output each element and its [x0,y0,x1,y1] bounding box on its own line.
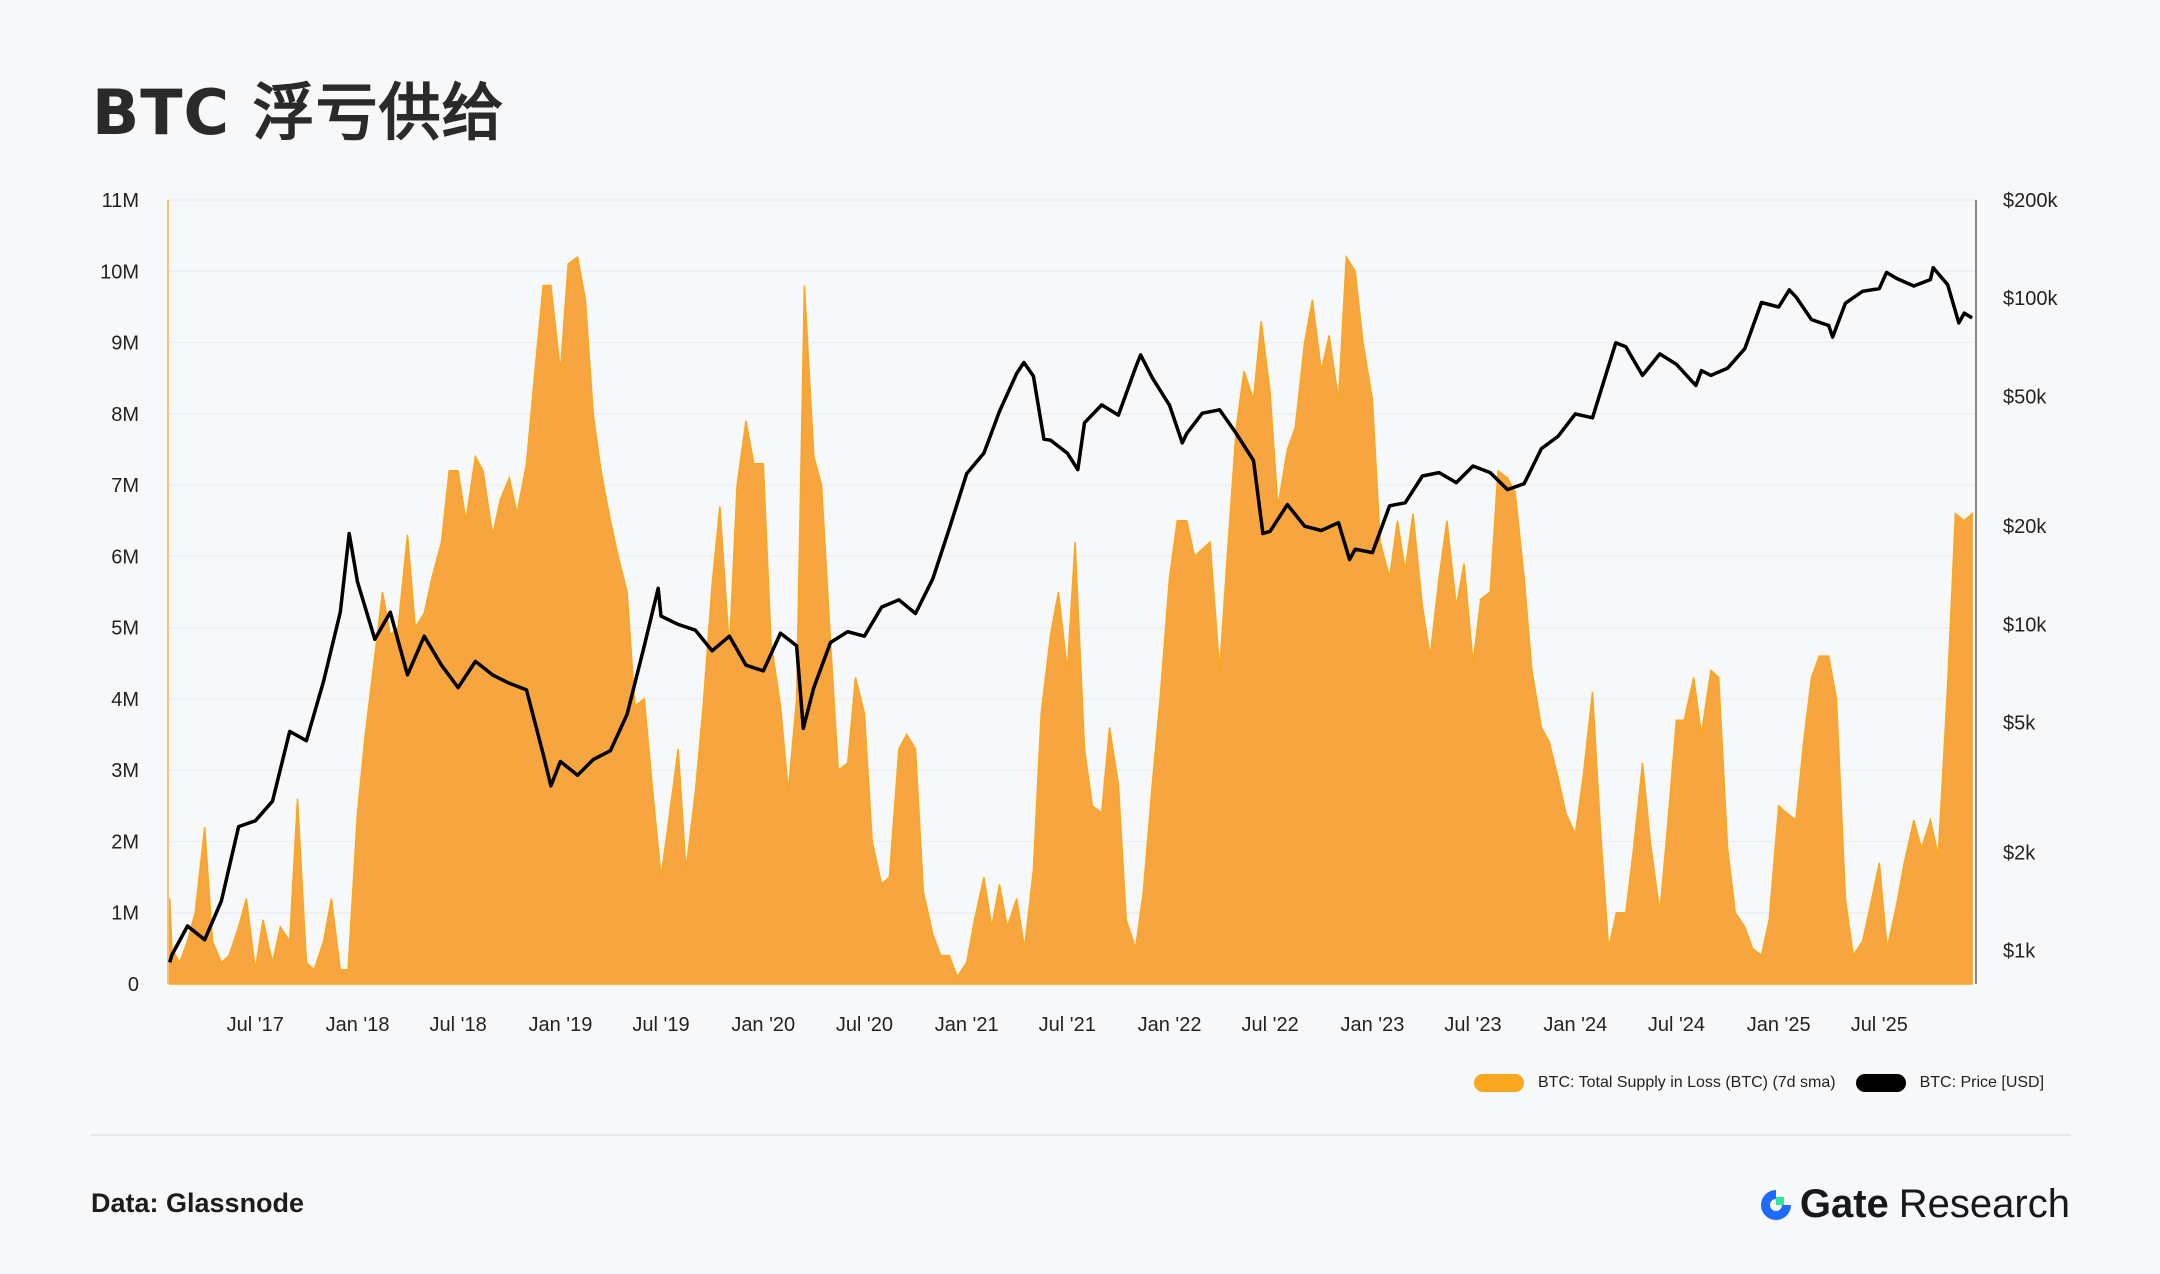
gate-research-logo: Gate Research [1758,1182,2070,1227]
x-tick-label: Jan '24 [1543,1014,1607,1036]
left-tick-label: 10M [100,261,139,283]
logo-suffix: Research [1898,1182,2070,1226]
x-tick-label: Jan '19 [528,1014,592,1036]
x-tick-label: Jul '24 [1648,1014,1705,1036]
legend-swatch-orange [1474,1074,1524,1092]
x-tick-label: Jan '18 [326,1014,390,1036]
left-tick-label: 7M [111,475,139,497]
left-tick-label: 8M [111,404,139,426]
left-tick-label: 5M [111,618,139,640]
data-source: Data: Glassnode [91,1188,305,1218]
right-tick-label: $50k [2003,386,2047,408]
left-tick-label: 2M [111,831,139,853]
legend: BTC: Total Supply in Loss (BTC) (7d sma)… [1474,1074,2064,1092]
right-tick-label: $200k [2003,190,2058,212]
x-tick-label: Jan '23 [1340,1014,1404,1036]
supply-in-loss-area [168,254,1973,985]
x-tick-label: Jul '25 [1851,1014,1908,1036]
legend-item-supply[interactable]: BTC: Total Supply in Loss (BTC) (7d sma) [1474,1074,1836,1092]
divider [91,1134,2071,1136]
right-tick-label: $20k [2003,516,2047,538]
price-line [168,265,1974,963]
left-tick-label: 1M [111,903,139,925]
x-tick-label: Jul '17 [227,1014,284,1036]
x-tick-label: Jul '20 [836,1014,893,1036]
legend-item-price[interactable]: BTC: Price [USD] [1855,1074,2045,1092]
left-tick-label: 11M [102,190,139,212]
x-tick-label: Jul '18 [430,1014,487,1036]
right-tick-label: $10k [2003,614,2047,636]
right-tick-label: $2k [2003,842,2036,864]
logo-brand: Gate [1799,1182,1889,1226]
left-tick-label: 4M [111,689,139,711]
left-tick-label: 9M [111,333,139,355]
legend-label: BTC: Price [USD] [1919,1074,2045,1091]
x-tick-label: Jan '25 [1747,1014,1811,1036]
right-tick-label: $5k [2003,713,2036,735]
left-tick-label: 3M [111,760,139,782]
right-tick-label: $100k [2003,288,2058,310]
page-title: BTC 浮亏供给 [92,76,505,149]
x-tick-label: Jul '19 [632,1014,689,1036]
x-tick-label: Jan '22 [1138,1014,1202,1036]
x-tick-label: Jan '21 [935,1014,999,1036]
gate-logo-icon [1760,1189,1791,1220]
right-tick-label: $1k [2003,941,2036,963]
x-tick-label: Jul '22 [1242,1014,1299,1036]
chart: 0 1M 2M 3M 4M 5M 6M 7M 8M 9M 10M 11M $1k $2k $5k $10k $2… [100,190,2058,1036]
x-tick-label: Jul '23 [1444,1014,1501,1036]
left-tick-label: 6M [111,546,139,568]
legend-label: BTC: Total Supply in Loss (BTC) (7d sma) [1538,1074,1836,1091]
x-tick-label: Jan '20 [731,1014,795,1036]
left-tick-label: 0 [128,974,139,996]
x-tick-label: Jul '21 [1039,1014,1096,1036]
legend-swatch-black [1855,1074,1906,1092]
axis-ticks: 0 1M 2M 3M 4M 5M 6M 7M 8M 9M 10M 11M $1k $2k $5k $10k $2… [100,190,2058,1036]
